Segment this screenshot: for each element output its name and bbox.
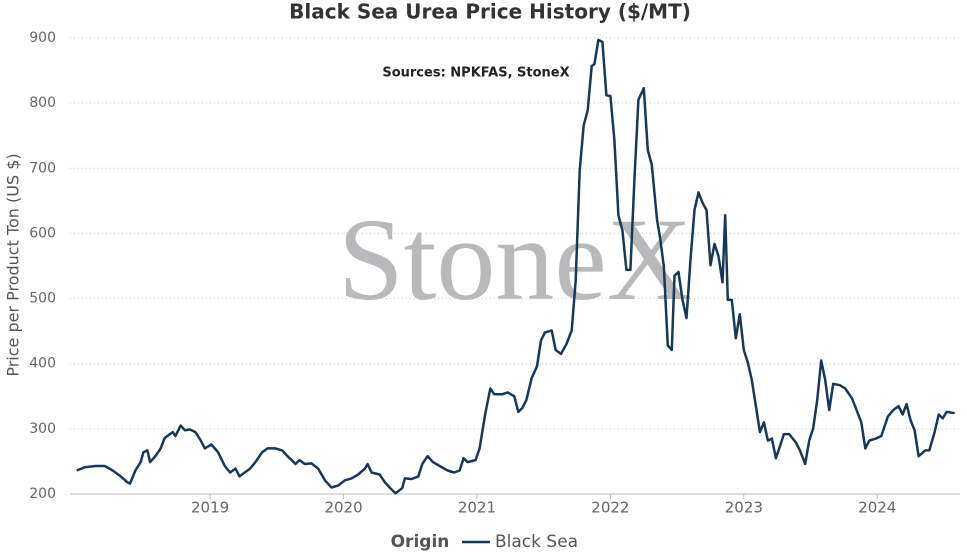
legend-title: Origin	[391, 532, 450, 552]
line-series	[76, 38, 955, 495]
x-tick-label: 2022	[591, 499, 629, 517]
y-tick-label: 300	[29, 421, 56, 437]
x-tick-label: 2019	[191, 499, 229, 517]
watermark: StoneX	[338, 194, 692, 325]
y-tick-label: 200	[29, 486, 56, 502]
y-tick-label: 400	[29, 356, 56, 372]
y-tick-label: 500	[29, 291, 56, 307]
x-tick-label: 2021	[458, 499, 496, 517]
y-tick-label: 800	[29, 95, 56, 111]
y-axis-label: Price per Product Ton (US $)	[4, 153, 23, 376]
legend-label: Black Sea	[495, 532, 578, 552]
chart-title: Black Sea Urea Price History ($/MT)	[289, 0, 691, 24]
x-tick-label: 2023	[725, 499, 763, 517]
x-tick-label: 2020	[324, 499, 362, 517]
y-tick-label: 900	[29, 30, 56, 46]
x-tick-label: 2024	[858, 499, 896, 517]
y-tick-label: 600	[29, 225, 56, 241]
y-tick-label: 700	[29, 160, 56, 176]
annotation: Sources: NPKFAS, StoneX	[382, 66, 569, 81]
